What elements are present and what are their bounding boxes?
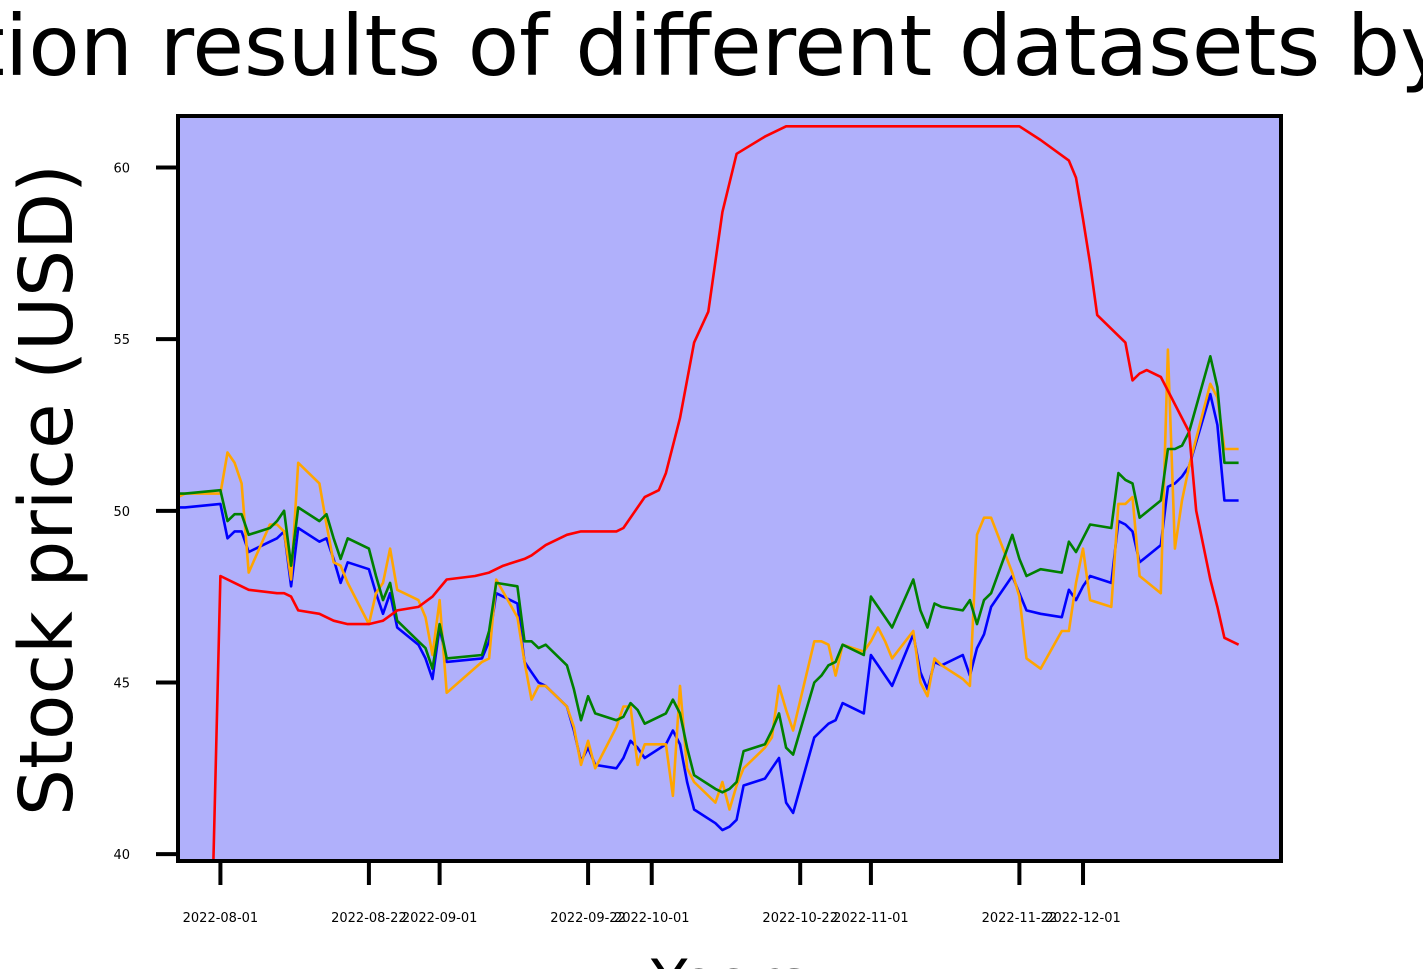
y-axis-label: Stock price (USD) [4,164,90,816]
x-tick-label: 2022-10-22 [762,911,838,926]
chart-title: tion results of different datasets by [0,0,1423,95]
series-line-3 [178,355,1239,794]
y-tick-label: 60 [113,161,130,176]
y-tick-label: 40 [113,848,130,863]
y-tick-label: 55 [113,333,130,348]
x-tick-label: 2022-09-22 [550,911,626,926]
x-tick-label: 2022-09-01 [402,911,478,926]
y-axis: 40 45 50 55 60 [113,161,176,863]
x-tick-label: 2022-10-01 [614,911,690,926]
series-line-2 [178,348,1239,811]
series-line-4 [212,125,1240,861]
x-axis-label: Years [650,947,809,969]
plot-area [178,116,1281,861]
plot-frame [176,114,1283,863]
x-tick-label: 2022-11-01 [833,911,909,926]
y-tick-label: 50 [113,505,130,520]
x-tick-label: 2022-12-01 [1045,911,1121,926]
x-tick-label: 2022-08-22 [331,911,407,926]
x-tick-label: 2022-11-22 [982,911,1058,926]
y-tick-label: 45 [113,676,130,691]
series-group [178,125,1240,861]
x-tick-label: 2022-08-01 [183,911,259,926]
